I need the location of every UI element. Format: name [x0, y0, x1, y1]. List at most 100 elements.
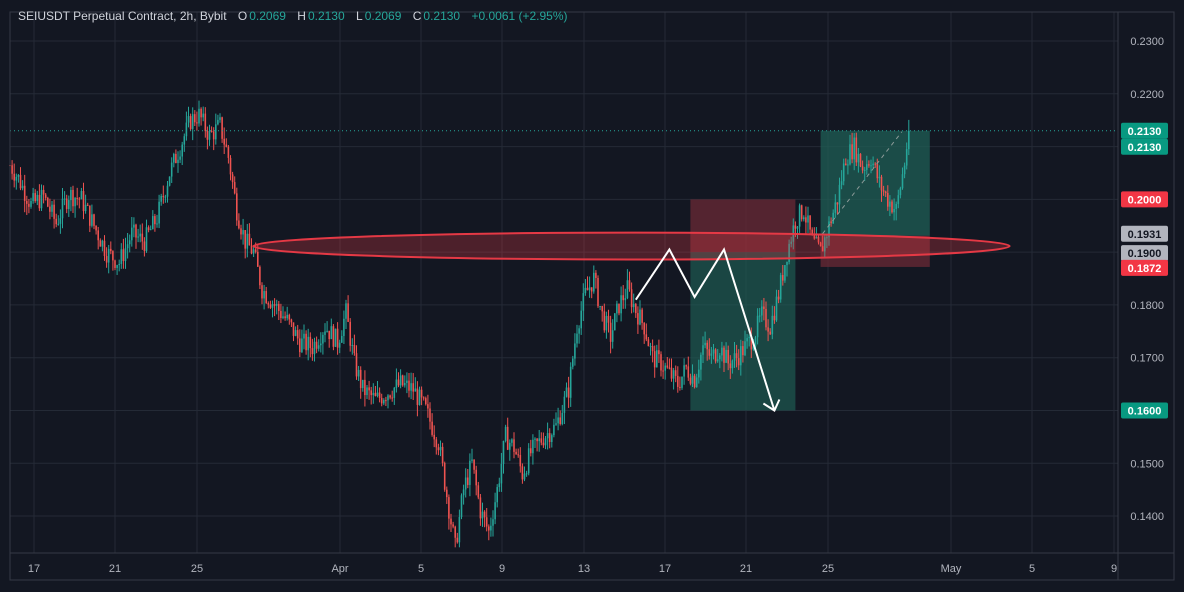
candle-body: [616, 303, 618, 314]
candle-body: [756, 315, 759, 338]
candle-body: [282, 316, 284, 319]
candle-body: [330, 326, 333, 340]
candle-body: [632, 303, 635, 308]
candle-body: [181, 144, 183, 157]
price-badge: 0.2130: [1121, 138, 1168, 155]
y-tick-label: 0.2200: [1130, 89, 1164, 101]
candle-body: [530, 448, 532, 454]
candle-body: [11, 165, 13, 174]
candle-body: [691, 375, 694, 384]
candle-body: [416, 388, 419, 405]
candle-body: [473, 459, 475, 470]
candle-body: [794, 225, 797, 229]
candle-body: [68, 200, 70, 209]
candle-body: [99, 240, 102, 247]
candle-body: [160, 195, 162, 202]
candle-body: [139, 233, 141, 237]
candle-body: [338, 342, 341, 348]
candle-body: [511, 439, 513, 443]
candle-body: [204, 113, 207, 132]
candle-body: [551, 435, 553, 442]
candle-body: [391, 397, 393, 399]
candle-body: [842, 163, 845, 182]
candle-body: [296, 330, 299, 339]
candle-body: [677, 375, 679, 387]
candle-body: [133, 224, 135, 228]
candle-body: [183, 136, 186, 145]
candle-body: [779, 275, 782, 300]
chart-border: [9, 11, 1175, 581]
candle-body: [439, 446, 442, 451]
candle-body: [269, 304, 272, 308]
candle-body: [559, 417, 561, 424]
candle-body: [448, 497, 450, 519]
candle-body: [811, 229, 813, 235]
candle-body: [609, 322, 612, 342]
y-tick-label: 0.2300: [1130, 36, 1164, 48]
y-tick-label: 0.1400: [1130, 511, 1164, 523]
candle-body: [408, 380, 410, 391]
candle-body: [643, 322, 645, 335]
candle-body: [763, 306, 765, 309]
candle-body: [607, 315, 610, 323]
candle-body: [198, 108, 200, 124]
candle-body: [704, 342, 706, 346]
candle-body: [622, 295, 624, 301]
candle-body: [735, 353, 738, 359]
candle-body: [376, 392, 379, 396]
price-badge: 0.1600: [1121, 402, 1168, 419]
candle-body: [38, 194, 41, 209]
candle-body: [254, 249, 257, 252]
candle-body: [630, 289, 633, 308]
candle-body: [716, 359, 719, 362]
candle-body: [534, 438, 536, 440]
candle-body: [36, 194, 39, 202]
candle-body: [149, 229, 152, 231]
candle-body: [105, 256, 108, 263]
candle-body: [82, 191, 85, 212]
candle-body: [754, 337, 757, 347]
candle-body: [278, 303, 280, 311]
candle-body: [773, 315, 776, 321]
candle-body: [710, 353, 713, 356]
candle-body: [317, 345, 320, 349]
y-tick-label: 0.1800: [1130, 300, 1164, 312]
candle-body: [240, 228, 242, 235]
candle-body: [769, 331, 771, 335]
candle-body: [422, 397, 425, 399]
candle-body: [443, 462, 446, 490]
stop-zone-2: [820, 235, 930, 267]
candle-body: [19, 174, 22, 189]
candle-body: [775, 296, 778, 321]
candle-body: [893, 208, 895, 213]
candle-body: [347, 303, 349, 322]
candle-body: [76, 197, 78, 199]
candle-body: [21, 185, 24, 189]
candle-body: [803, 217, 805, 220]
candle-body: [17, 174, 20, 177]
candle-body: [406, 380, 408, 383]
candle-body: [15, 176, 18, 181]
candle-body: [217, 119, 219, 125]
open-label: O: [237, 9, 248, 23]
candle-body: [563, 396, 566, 413]
symbol-title: SEIUSDT Perpetual Contract, 2h, Bybit: [18, 9, 227, 23]
candle-body: [569, 366, 572, 398]
x-tick-label: 21: [109, 563, 121, 575]
candle-body: [259, 266, 261, 286]
x-tick-label: 17: [659, 563, 671, 575]
candle-body: [586, 287, 589, 291]
candle-body: [548, 433, 551, 442]
candle-body: [307, 336, 309, 351]
x-tick-label: 17: [28, 563, 40, 575]
price-badge-bg: [1121, 191, 1168, 208]
candle-body: [584, 287, 587, 294]
candle-body: [490, 525, 492, 531]
candle-body: [265, 291, 267, 304]
candle-body: [502, 440, 505, 464]
candle-body: [275, 303, 278, 306]
candle-body: [824, 237, 826, 252]
candle-body: [683, 365, 685, 377]
